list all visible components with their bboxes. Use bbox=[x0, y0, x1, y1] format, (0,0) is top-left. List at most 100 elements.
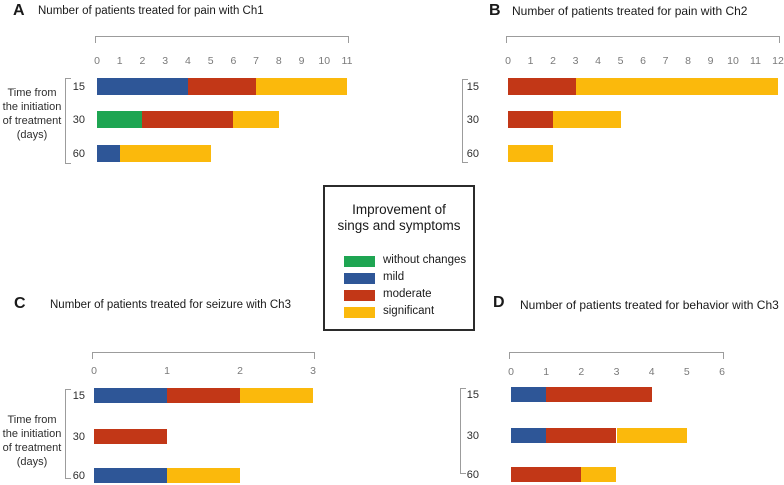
legend-title-line-1: Improvement of bbox=[352, 202, 446, 217]
y-axis-group-label: Time from the initiation of treatment (days… bbox=[0, 413, 77, 469]
category-label-60-days: 60 bbox=[72, 147, 85, 160]
x-axis-tick-label: 6 bbox=[640, 55, 646, 67]
category-axis-bracket bbox=[462, 79, 468, 163]
legend-swatch-significant bbox=[344, 307, 375, 318]
category-label-30-days: 30 bbox=[466, 429, 479, 442]
x-axis-range-bracket bbox=[509, 352, 724, 359]
x-axis-tick-label: 1 bbox=[116, 55, 123, 67]
bar-segment-d-15d-mild bbox=[511, 387, 547, 402]
panel-d-title: Number of patients treated for behavior … bbox=[520, 298, 779, 312]
category-label-15-days: 15 bbox=[72, 389, 85, 402]
y-axis-group-label-line: (days) bbox=[16, 456, 48, 468]
x-axis-tick-label: 6 bbox=[719, 366, 725, 378]
bar-segment-a-30d-significant bbox=[233, 111, 279, 128]
x-axis-range-bracket bbox=[92, 352, 315, 359]
legend-swatch-without_changes bbox=[344, 256, 375, 267]
category-label-60-days: 60 bbox=[466, 468, 479, 481]
y-axis-group-label-line: Time from bbox=[7, 87, 57, 99]
legend-swatch-mild bbox=[344, 273, 375, 284]
x-axis-tick-label: 3 bbox=[310, 365, 316, 377]
bar-segment-a-60d-mild bbox=[97, 145, 120, 162]
x-axis-tick-label: 0 bbox=[91, 365, 97, 377]
bar-segment-d-60d-moderate bbox=[511, 467, 582, 482]
bar-segment-c-60d-mild bbox=[94, 468, 167, 483]
category-label-30-days: 30 bbox=[72, 430, 85, 443]
bar-segment-a-30d-without_changes bbox=[97, 111, 143, 128]
category-axis-bracket bbox=[65, 78, 71, 164]
legend-label-without_changes: without changes bbox=[383, 254, 467, 266]
category-label-15-days: 15 bbox=[466, 80, 479, 93]
panel-d-letter: D bbox=[493, 294, 505, 311]
bar-segment-c-60d-significant bbox=[167, 468, 240, 483]
y-axis-group-label-line: Time from bbox=[7, 414, 57, 426]
category-axis-bracket bbox=[65, 389, 71, 479]
legend-box: Improvement of sings and symptoms withou… bbox=[323, 185, 475, 331]
y-axis-group-label: Time from the initiation of treatment (days… bbox=[0, 86, 77, 142]
panel-a-title: Number of patients treated for pain with… bbox=[38, 5, 264, 17]
panel-a-letter: A bbox=[13, 2, 25, 19]
x-axis-tick-label: 2 bbox=[578, 366, 585, 378]
bar-segment-c-30d-moderate bbox=[94, 429, 167, 444]
bar-segment-b-30d-moderate bbox=[508, 111, 553, 128]
panel-c-title: Number of patients treated for seizure w… bbox=[50, 299, 291, 311]
category-label-30-days: 30 bbox=[466, 113, 479, 126]
category-label-60-days: 60 bbox=[466, 147, 479, 160]
x-axis-tick-label: 2 bbox=[237, 365, 243, 377]
bar-segment-a-60d-significant bbox=[119, 145, 211, 162]
x-axis-tick-label: 1 bbox=[164, 365, 170, 377]
x-axis-range-bracket bbox=[506, 36, 780, 43]
panel-b-title: Number of patients treated for pain with… bbox=[512, 4, 748, 18]
x-axis-tick-label: 7 bbox=[662, 55, 669, 67]
legend-swatch-moderate bbox=[344, 290, 375, 301]
x-axis-tick-label: 7 bbox=[253, 55, 259, 67]
category-label-15-days: 15 bbox=[466, 388, 479, 401]
bar-segment-b-30d-significant bbox=[553, 111, 621, 128]
bar-segment-d-30d-mild bbox=[511, 428, 547, 443]
x-axis-tick-label: 2 bbox=[139, 55, 146, 67]
bar-segment-a-15d-moderate bbox=[187, 78, 257, 95]
x-axis-tick-label: 11 bbox=[750, 55, 761, 67]
category-axis-bracket bbox=[460, 388, 466, 474]
x-axis-tick-label: 0 bbox=[505, 55, 511, 67]
bar-segment-a-15d-significant bbox=[256, 78, 347, 95]
y-axis-group-label-line: the initiation bbox=[2, 428, 62, 440]
category-label-60-days: 60 bbox=[72, 469, 85, 482]
bar-segment-d-15d-moderate bbox=[546, 387, 652, 402]
y-axis-group-label-line: the initiation bbox=[2, 101, 62, 113]
legend-label-mild: mild bbox=[383, 271, 405, 283]
x-axis-tick-label: 12 bbox=[772, 55, 784, 67]
y-axis-group-label-line: (days) bbox=[16, 129, 48, 141]
bar-segment-b-60d-significant bbox=[508, 145, 553, 162]
x-axis-tick-label: 9 bbox=[707, 55, 714, 67]
y-axis-group-label-line: of treatment bbox=[2, 115, 62, 127]
bar-segment-d-30d-moderate bbox=[546, 428, 617, 443]
x-axis-tick-label: 8 bbox=[685, 55, 691, 67]
x-axis-tick-label: 8 bbox=[275, 55, 282, 67]
x-axis-tick-label: 1 bbox=[527, 55, 534, 67]
category-label-30-days: 30 bbox=[72, 113, 85, 126]
x-axis-tick-label: 2 bbox=[550, 55, 556, 67]
legend-title-line-2: sings and symptoms bbox=[337, 218, 461, 233]
y-axis-group-label-line: of treatment bbox=[2, 442, 62, 454]
bar-segment-c-15d-significant bbox=[240, 388, 313, 403]
panel-c-letter: C bbox=[14, 295, 26, 312]
x-axis-tick-label: 5 bbox=[207, 55, 214, 67]
x-axis-tick-label: 3 bbox=[613, 366, 620, 378]
bar-segment-d-60d-significant bbox=[581, 467, 617, 482]
x-axis-tick-label: 0 bbox=[94, 55, 100, 67]
x-axis-tick-label: 4 bbox=[184, 55, 191, 67]
panel-b-letter: B bbox=[489, 2, 501, 19]
x-axis-range-bracket bbox=[95, 36, 349, 43]
x-axis-tick-label: 0 bbox=[508, 366, 514, 378]
x-axis-tick-label: 10 bbox=[318, 55, 331, 67]
x-axis-tick-label: 9 bbox=[298, 55, 305, 67]
category-label-15-days: 15 bbox=[72, 80, 85, 93]
legend-label-moderate: moderate bbox=[383, 288, 432, 300]
x-axis-tick-label: 6 bbox=[230, 55, 237, 67]
x-axis-tick-label: 11 bbox=[341, 55, 353, 67]
x-axis-tick-label: 5 bbox=[617, 55, 624, 67]
x-axis-tick-label: 5 bbox=[683, 366, 690, 378]
x-axis-tick-label: 1 bbox=[543, 366, 550, 378]
x-axis-tick-label: 3 bbox=[572, 55, 579, 67]
